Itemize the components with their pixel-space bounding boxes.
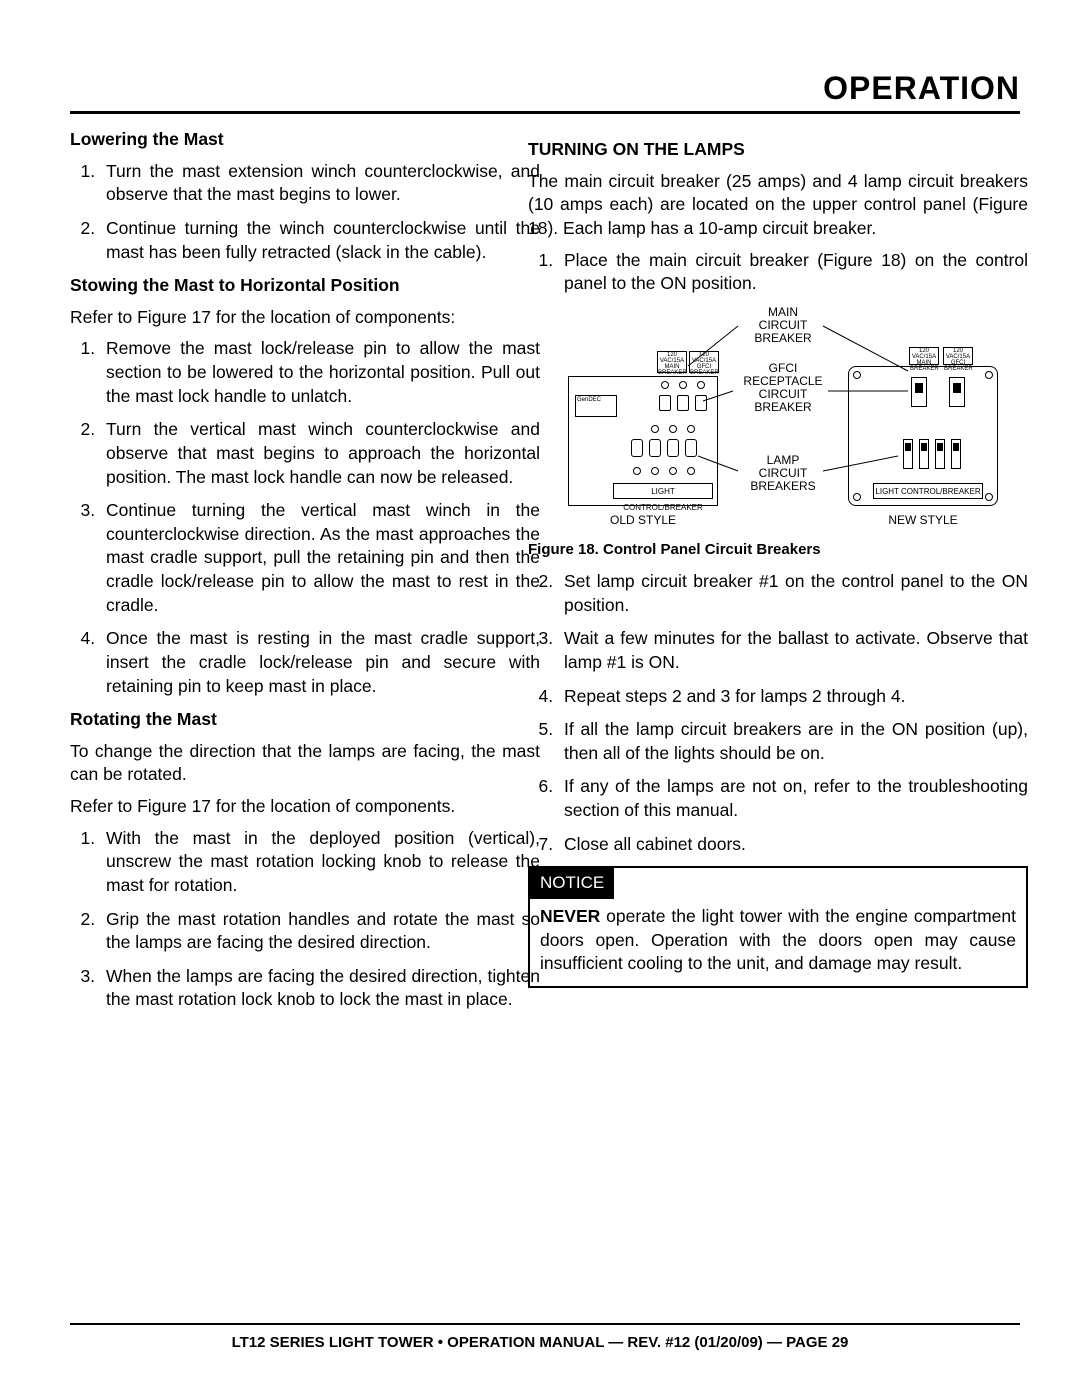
stowing-step-4: Once the mast is resting in the mast cra… xyxy=(100,627,540,698)
lowering-list: Turn the mast extension winch counterclo… xyxy=(100,160,540,265)
notice-box: NOTICE NEVER operate the light tower wit… xyxy=(528,866,1028,988)
heading-lowering: Lowering the Mast xyxy=(70,128,540,152)
leader-lines xyxy=(528,306,1028,536)
heading-turning: TURNING ON THE LAMPS xyxy=(528,138,1028,162)
page-title: OPERATION xyxy=(70,70,1020,107)
right-column: TURNING ON THE LAMPS The main circuit br… xyxy=(528,128,1028,988)
rotating-step-1: With the mast in the deployed position (… xyxy=(100,827,540,898)
turning-step-5: If all the lamp circuit breakers are in … xyxy=(558,718,1028,765)
turning-step-1: Place the main circuit breaker (Figure 1… xyxy=(558,249,1028,296)
footer: LT12 SERIES LIGHT TOWER • OPERATION MANU… xyxy=(0,1334,1080,1351)
rotating-step-3: When the lamps are facing the desired di… xyxy=(100,965,540,1012)
stowing-step-2: Turn the vertical mast winch countercloc… xyxy=(100,418,540,489)
stowing-step-3: Continue turning the vertical mast winch… xyxy=(100,499,540,617)
notice-text: operate the light tower with the engine … xyxy=(540,906,1016,973)
turning-step-4: Repeat steps 2 and 3 for lamps 2 through… xyxy=(558,685,1028,709)
rotating-step-2: Grip the mast rotation handles and rotat… xyxy=(100,908,540,955)
turning-intro: The main circuit breaker (25 amps) and 4… xyxy=(528,170,1028,241)
turning-step-6: If any of the lamps are not on, refer to… xyxy=(558,775,1028,822)
rotating-list: With the mast in the deployed position (… xyxy=(100,827,540,1012)
rotating-intro-2: Refer to Figure 17 for the location of c… xyxy=(70,795,540,819)
notice-never: NEVER xyxy=(540,906,600,926)
footer-rule xyxy=(70,1323,1020,1325)
notice-heading: NOTICE xyxy=(530,868,614,899)
rotating-intro-1: To change the direction that the lamps a… xyxy=(70,740,540,787)
stowing-step-1: Remove the mast lock/release pin to allo… xyxy=(100,337,540,408)
title-rule xyxy=(70,111,1020,114)
figure-18: MAINCIRCUITBREAKER GFCIRECEPTACLECIRCUIT… xyxy=(528,306,1028,536)
content: Lowering the Mast Turn the mast extensio… xyxy=(70,128,1020,1012)
notice-body: NEVER operate the light tower with the e… xyxy=(530,905,1026,986)
lowering-step-2: Continue turning the winch counterclockw… xyxy=(100,217,540,264)
turning-step-3: Wait a few minutes for the ballast to ac… xyxy=(558,627,1028,674)
turning-list-a: Place the main circuit breaker (Figure 1… xyxy=(558,249,1028,296)
lowering-step-1: Turn the mast extension winch counterclo… xyxy=(100,160,540,207)
heading-stowing: Stowing the Mast to Horizontal Position xyxy=(70,274,540,298)
turning-step-7: Close all cabinet doors. xyxy=(558,833,1028,857)
stowing-list: Remove the mast lock/release pin to allo… xyxy=(100,337,540,698)
left-column: Lowering the Mast Turn the mast extensio… xyxy=(70,128,540,1012)
turning-list-b: Set lamp circuit breaker #1 on the contr… xyxy=(558,570,1028,856)
turning-step-2: Set lamp circuit breaker #1 on the contr… xyxy=(558,570,1028,617)
figure-18-caption: Figure 18. Control Panel Circuit Breaker… xyxy=(528,540,1028,560)
heading-rotating: Rotating the Mast xyxy=(70,708,540,732)
stowing-intro: Refer to Figure 17 for the location of c… xyxy=(70,306,540,330)
